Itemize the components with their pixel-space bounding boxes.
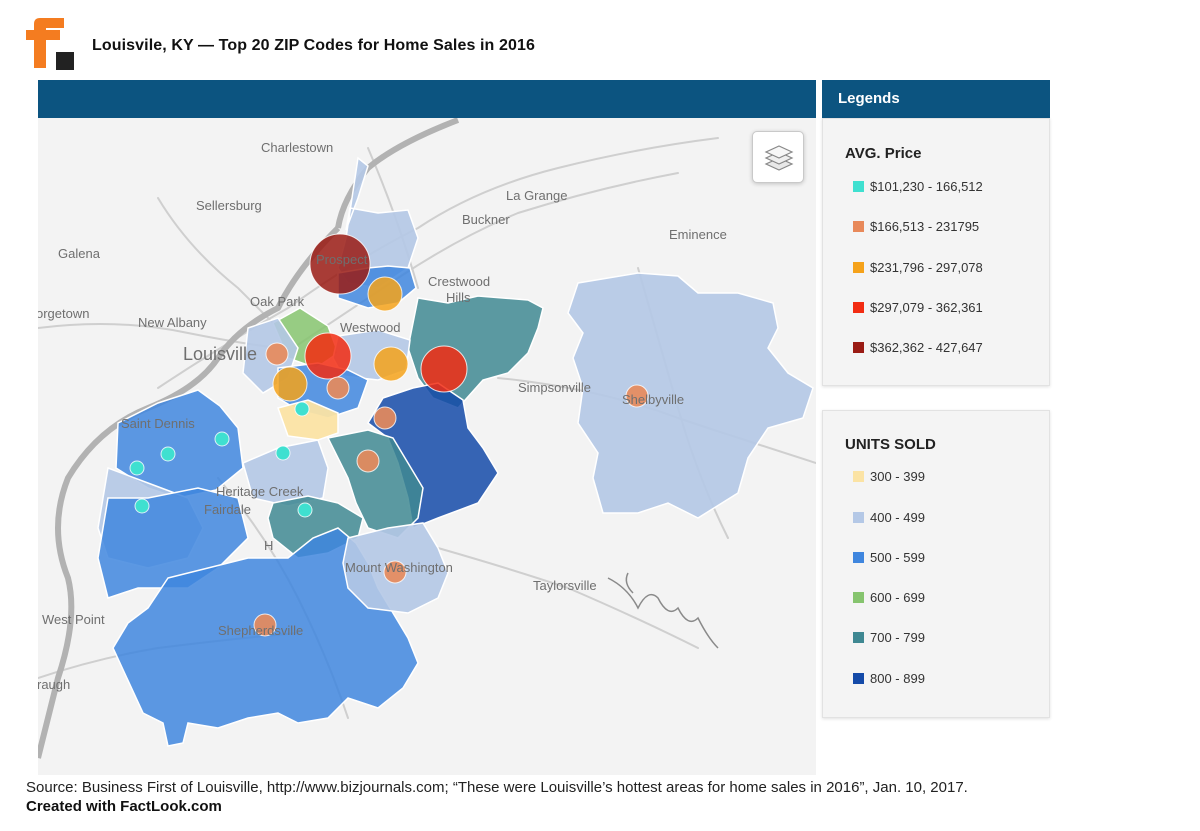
place-label: Taylorsville [533, 578, 597, 593]
legend-label: $231,796 - 297,078 [870, 260, 983, 275]
place-label: Mount Washington [345, 560, 453, 575]
map-divider [816, 80, 822, 775]
units-legend: UNITS SOLD 300 - 399 400 - 499 500 - 599… [822, 410, 1050, 718]
place-label: Westwood [340, 320, 401, 335]
legend-swatch [853, 471, 864, 482]
layers-button[interactable] [752, 131, 804, 183]
place-label: Simpsonville [518, 380, 591, 395]
legend-label: 600 - 699 [870, 590, 925, 605]
legend-swatch [853, 262, 864, 273]
place-label: Crestwood [428, 274, 491, 289]
place-label: raugh [38, 677, 71, 692]
legend-swatch [853, 673, 864, 684]
place-label: Eminence [669, 227, 727, 242]
place-label: orgetown [38, 306, 90, 321]
legend-swatch [853, 302, 864, 313]
place-label: Shelbyville [622, 392, 685, 407]
source-note: Source: Business First of Louisville, ht… [26, 779, 968, 796]
place-label: Charlestown [261, 140, 334, 155]
credit-line: Created with FactLook.com [26, 798, 222, 815]
place-label: Prospect [316, 252, 368, 267]
place-label: Sellersburg [196, 198, 262, 213]
place-label: New Albany [138, 315, 207, 330]
legend-label: $297,079 - 362,361 [870, 300, 983, 315]
legend-label: $166,513 - 231795 [870, 219, 980, 234]
legend-swatch [853, 181, 864, 192]
place-label: Hills [446, 290, 471, 305]
map-header-bar [38, 80, 816, 118]
layers-icon [764, 145, 794, 171]
legend-label: $101,230 - 166,512 [870, 179, 983, 194]
legend-swatch [853, 632, 864, 643]
place-label: Louisville [183, 344, 258, 364]
place-label: Heritage Creek [216, 484, 304, 499]
legend-swatch [853, 512, 864, 523]
units-legend-title: UNITS SOLD [845, 436, 936, 453]
place-label: Shepherdsville [218, 623, 304, 638]
legend-label: 700 - 799 [870, 630, 925, 645]
legend-swatch [853, 592, 864, 603]
legend-swatch [853, 552, 864, 563]
place-label: Buckner [462, 212, 510, 227]
place-label: West Point [42, 612, 105, 627]
legend-label: 500 - 599 [870, 550, 925, 565]
place-label: Oak Park [250, 294, 305, 309]
price-legend: AVG. Price $101,230 - 166,512 $166,513 -… [822, 118, 1050, 386]
legend-swatch [853, 342, 864, 353]
legend-label: 400 - 499 [870, 510, 925, 525]
price-legend-title: AVG. Price [845, 145, 922, 162]
legend-header: Legends [822, 80, 1050, 118]
place-label: H [264, 538, 274, 553]
place-label: Galena [58, 246, 100, 261]
legend-label: 800 - 899 [870, 671, 925, 686]
page-title: Louisvile, KY — Top 20 ZIP Codes for Hom… [92, 37, 535, 54]
place-label: Fairdale [204, 502, 251, 517]
map-view[interactable]: Charlestown Sellersburg La Grange Buckne… [38, 118, 816, 775]
legend-label: 300 - 399 [870, 469, 925, 484]
legend-swatch [853, 221, 864, 232]
legend-label: $362,362 - 427,647 [870, 340, 983, 355]
place-label: Saint Dennis [121, 416, 195, 431]
place-label: La Grange [506, 188, 568, 203]
factlook-logo-icon [26, 18, 76, 70]
